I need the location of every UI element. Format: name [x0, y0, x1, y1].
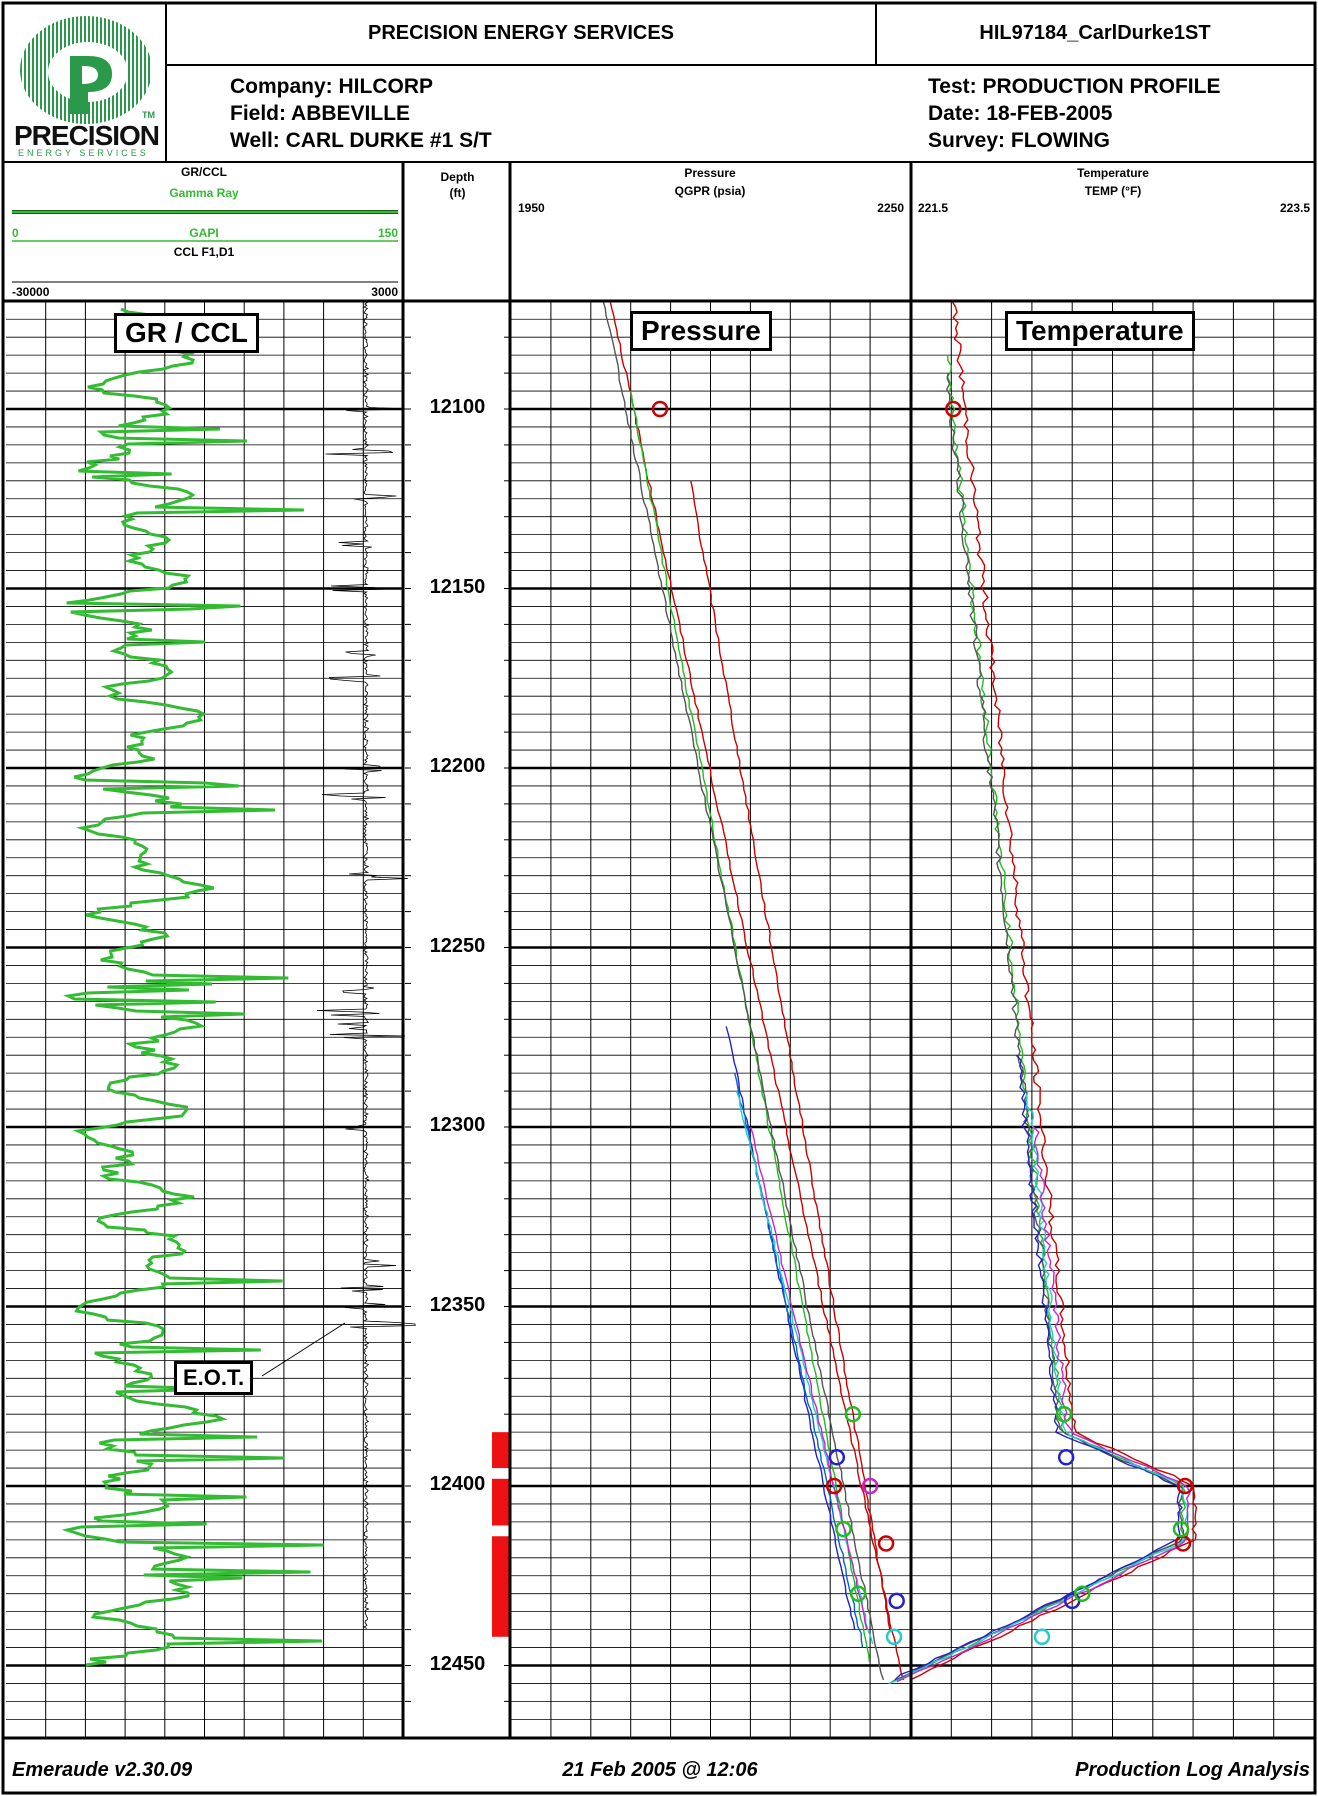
company-field: Company: HILCORP	[230, 75, 434, 98]
well-info: Company: HILCORP Field: ABBEVILLE Well: …	[230, 73, 492, 154]
station-marker	[849, 1585, 867, 1602]
station-marker	[1055, 1405, 1073, 1423]
field-field: Field: ABBEVILLE	[230, 102, 411, 125]
depth-label: 12350	[429, 1293, 486, 1316]
station-marker	[888, 1592, 905, 1610]
date-field: Date: 18-FEB-2005	[928, 102, 1113, 125]
station-marker	[1074, 1585, 1091, 1602]
temperature-track-label: Temperature	[1005, 311, 1195, 351]
pressure-scale-min: 1950	[518, 201, 545, 215]
perforation-interval	[492, 1478, 510, 1526]
gr-scale-unit: GAPI	[189, 226, 219, 240]
temperature-pass	[888, 1090, 1189, 1685]
depth-label: 12400	[429, 1473, 486, 1495]
test-field: Test: PRODUCTION PROFILE	[928, 75, 1221, 98]
depth-label: 12150	[429, 575, 486, 598]
station-marker	[825, 1477, 843, 1495]
station-marker	[1033, 1628, 1051, 1646]
pressure-track-label: Pressure	[630, 311, 772, 351]
footer-title: Production Log Analysis	[1075, 1759, 1310, 1781]
pressure-pass	[725, 1026, 856, 1630]
depth-label: 12200	[429, 755, 486, 777]
temperature-scale-max: 223.5	[1279, 201, 1310, 215]
eot-annotation: E.O.T.	[174, 1361, 254, 1395]
temperature-pass	[896, 1126, 1191, 1683]
ccl-curve	[316, 300, 416, 1629]
station-marker	[1057, 1449, 1075, 1466]
pressure-curve-name: QGPR (psia)	[674, 184, 746, 198]
footer-software: Emeraude v2.30.09	[12, 1759, 193, 1781]
gr-scale-min: 0	[12, 226, 19, 240]
gamma-ray-curve	[61, 307, 324, 1667]
pressure-pass	[749, 1126, 868, 1630]
company-banner: PRECISION ENERGY SERVICES	[367, 22, 674, 44]
ccl-scale-min: -30000	[12, 285, 50, 299]
station-marker	[877, 1535, 895, 1552]
temperature-curve-name: TEMP (°F)	[1084, 184, 1142, 198]
well-field: Well: CARL DURKE #1 S/T	[230, 129, 492, 152]
depth-label: 12300	[429, 1114, 486, 1136]
station-marker	[1172, 1520, 1190, 1538]
station-marker	[861, 1477, 879, 1495]
temperature-pass	[896, 355, 1187, 1681]
station-marker	[828, 1449, 846, 1466]
pressure-track-title: Pressure	[684, 166, 736, 180]
gr-curve-name: Gamma Ray	[169, 186, 239, 200]
ccl-curve-name: CCL F1,D1	[173, 245, 235, 259]
station-marker	[1176, 1477, 1194, 1495]
pressure-pass	[602, 301, 885, 1681]
precision-logo: TM PRECISION ENERGY SERVICES	[8, 6, 164, 158]
station-marker	[835, 1520, 852, 1538]
station-marker	[651, 400, 669, 418]
eot-leader-line	[261, 1322, 346, 1377]
gr-track-grid	[6, 300, 403, 1738]
station-marker	[844, 1405, 862, 1423]
station-marker	[885, 1628, 903, 1646]
temperature-track-title: Temperature	[1077, 166, 1149, 180]
pressure-pass	[690, 480, 891, 1630]
ccl-scale-max: 3000	[371, 285, 398, 299]
test-info: Test: PRODUCTION PROFILE Date: 18-FEB-20…	[928, 73, 1220, 154]
depth-track-unit: (ft)	[449, 186, 466, 200]
temperature-pass	[894, 1054, 1183, 1681]
station-marker	[945, 400, 962, 418]
logo-ring-icon	[20, 16, 152, 124]
pressure-track-grid	[511, 300, 910, 1738]
temperature-track-grid	[911, 300, 1314, 1738]
depth-label: 12100	[429, 396, 486, 418]
file-id: HIL97184_CarlDurke1ST	[979, 22, 1211, 44]
pressure-scale-max: 2250	[877, 201, 904, 215]
perforation-intervals	[492, 1432, 510, 1637]
gr-scale-max: 150	[377, 226, 398, 240]
temperature-pass	[910, 300, 1198, 1681]
perforation-interval	[492, 1536, 510, 1637]
depth-label: 12450	[429, 1652, 486, 1675]
depth-track-title: Depth	[440, 170, 475, 184]
logo-tm: TM	[142, 110, 155, 120]
perforation-interval	[492, 1432, 510, 1469]
temperature-scale-min: 221.5	[918, 201, 949, 215]
footer-timestamp: 21 Feb 2005 @ 12:06	[562, 1759, 758, 1781]
gr-ccl-track-label: GR / CCL	[114, 313, 259, 353]
depth-label: 12250	[429, 934, 486, 957]
logo-text: PRECISION	[14, 120, 160, 151]
pressure-pass	[609, 301, 905, 1681]
logo-subtext: ENERGY SERVICES	[18, 148, 149, 158]
gr-track-title: GR/CCL	[181, 165, 227, 179]
log-curves	[61, 300, 1198, 1685]
survey-field: Survey: FLOWING	[928, 129, 1111, 152]
